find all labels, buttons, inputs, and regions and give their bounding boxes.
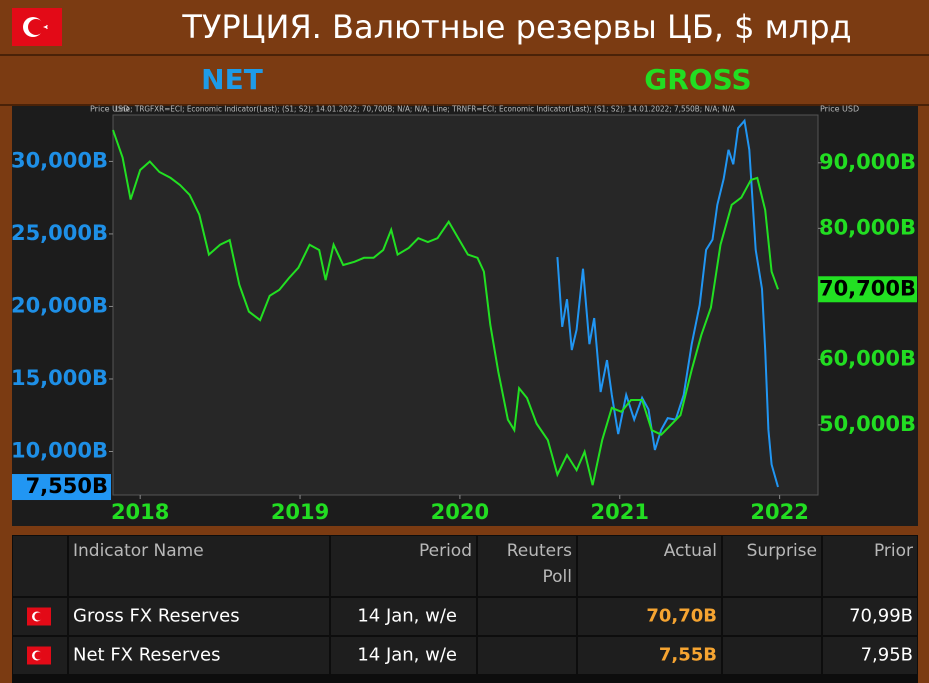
table-cell	[723, 536, 821, 596]
last-value-label: 70,700B	[819, 276, 916, 300]
axis-unit: Price USD	[820, 105, 859, 114]
table-cell	[578, 598, 721, 635]
y2-tick-label: 50,000B	[819, 412, 916, 436]
x-tick-label: 2018	[111, 500, 169, 524]
table-cell	[823, 598, 917, 635]
y-tick-label: 20,000B	[11, 293, 108, 317]
table-header: Actual	[664, 541, 717, 561]
prior: 70,99B	[849, 606, 913, 627]
y-tick-label: 10,000B	[11, 438, 108, 462]
title: ТУРЦИЯ. Валютные резервы ЦБ, $ млрд	[181, 8, 851, 46]
table-cell	[69, 637, 329, 674]
indicator-name: Net FX Reserves	[73, 645, 220, 666]
x-tick-label: 2022	[750, 500, 808, 524]
y-tick-label: 30,000B	[11, 148, 108, 172]
flag-moon-cut	[34, 612, 43, 621]
legend-text: Line; TRGFXR=ECI; Economic Indicator(Las…	[115, 105, 735, 114]
table-header: Reuters Poll	[507, 541, 572, 587]
period: 14 Jan, w/e	[357, 606, 457, 627]
row-flag	[27, 607, 51, 626]
y2-tick-label: 80,000B	[819, 215, 916, 239]
y-tick-label: 25,000B	[11, 221, 108, 245]
prior: 7,95B	[861, 645, 913, 666]
table-cell	[478, 536, 576, 596]
table-header: Indicator Name	[73, 541, 204, 561]
actual: 70,70B	[646, 606, 717, 627]
table: Indicator Name Period Reuters Poll Actual Sur…	[12, 535, 918, 683]
actual: 7,55B	[659, 645, 717, 666]
table-header: Prior	[874, 541, 913, 561]
table-cell	[723, 598, 821, 635]
table-cell	[823, 637, 917, 674]
table-cell	[478, 598, 576, 635]
row-flag	[27, 646, 51, 665]
table-cell	[69, 536, 329, 596]
table-cell	[478, 637, 576, 674]
series-line	[112, 129, 779, 486]
table-cell	[331, 637, 476, 674]
chart: 10,000B 15,000B 20,000B 25,000B 30,000B 50,00…	[11, 118, 917, 524]
x-tick-label: 2020	[431, 500, 489, 524]
y2-tick-label: 90,000B	[819, 150, 916, 174]
y-tick-label: 15,000B	[11, 366, 108, 390]
net-header: NET	[201, 63, 263, 96]
x-tick-label: 2019	[271, 500, 329, 524]
y2-tick-label: 60,000B	[819, 346, 916, 370]
flag	[12, 8, 62, 46]
x-tick-label: 2021	[591, 500, 649, 524]
table-header: Period	[419, 541, 472, 561]
indicator-name: Gross FX Reserves	[73, 606, 240, 627]
axis-unit: Price USD	[90, 105, 129, 114]
period: 14 Jan, w/e	[357, 645, 457, 666]
last-value-badge	[818, 276, 917, 303]
table-cell	[69, 598, 329, 635]
flag-moon-cut	[34, 651, 43, 660]
table-cell	[723, 637, 821, 674]
series-line	[556, 118, 779, 488]
table-cell	[331, 536, 476, 596]
table-cell	[578, 536, 721, 596]
table-header: Surprise	[747, 541, 817, 561]
table-cell	[331, 598, 476, 635]
table-cell	[823, 536, 917, 596]
gross-header: GROSS	[644, 63, 751, 96]
last-value-label: 7,550B	[26, 474, 108, 498]
table-cell	[13, 536, 67, 596]
last-value-badge	[12, 474, 111, 501]
table-cell	[578, 637, 721, 674]
